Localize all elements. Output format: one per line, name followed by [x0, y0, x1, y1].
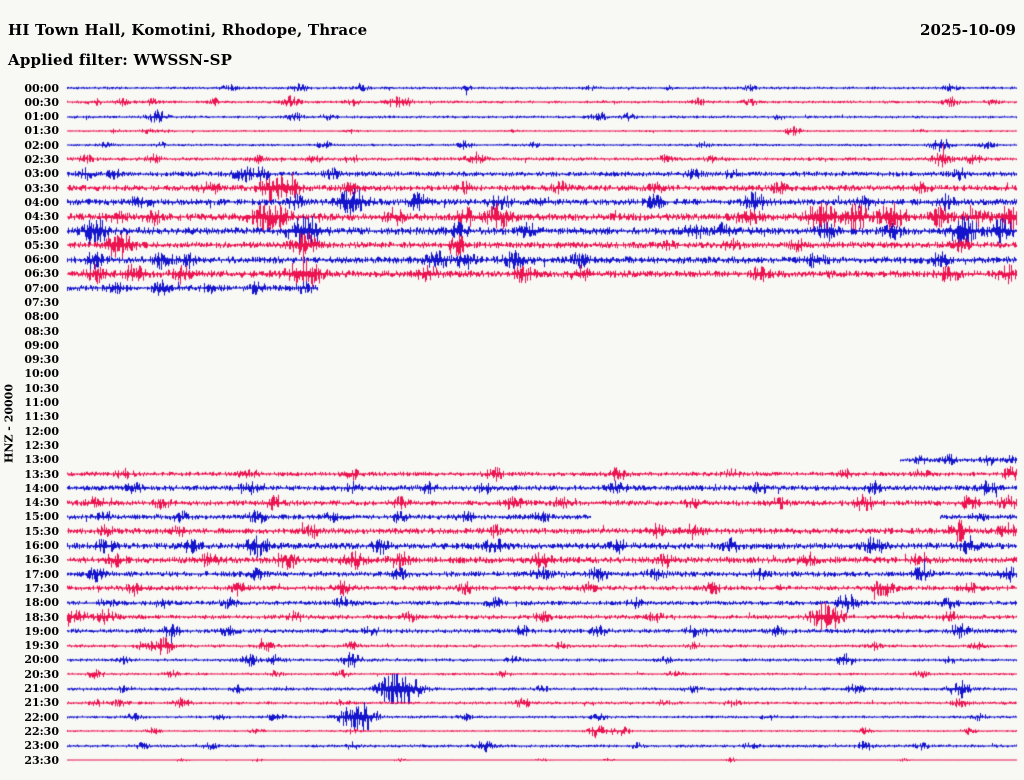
plot-date: 2025-10-09: [920, 21, 1016, 39]
trace-time-label: 02:00: [24, 138, 59, 152]
trace-time-label: 17:30: [24, 581, 59, 595]
trace-time-label: 10:30: [24, 381, 59, 395]
trace-time-label: 14:30: [24, 496, 59, 510]
trace-time-label: 05:00: [24, 224, 59, 238]
trace-time-label: 10:00: [24, 367, 59, 381]
trace-time-label: 19:30: [24, 639, 59, 653]
trace-time-label: 05:30: [24, 238, 59, 252]
trace-time-label: 13:30: [24, 467, 59, 481]
trace-time-label: 01:00: [24, 110, 59, 124]
trace-time-label: 00:00: [24, 81, 59, 95]
trace-time-label: 16:30: [24, 553, 59, 567]
trace-time-label: 12:00: [24, 424, 59, 438]
trace-time-label: 07:00: [24, 281, 59, 295]
trace-time-label: 06:00: [24, 253, 59, 267]
trace-time-label: 14:00: [24, 481, 59, 495]
trace-time-label: 08:00: [24, 310, 59, 324]
trace-time-label: 11:00: [24, 396, 59, 410]
trace-time-label: 00:30: [24, 95, 59, 109]
trace-time-label: 01:30: [24, 124, 59, 138]
trace-time-label: 04:30: [24, 210, 59, 224]
station-title: HI Town Hall, Komotini, Rhodope, Thrace: [8, 21, 368, 39]
trace-time-label: 21:30: [24, 696, 59, 710]
trace-time-label: 22:00: [24, 710, 59, 724]
trace-time-label: 23:30: [24, 753, 59, 767]
trace-time-label: 03:30: [24, 181, 59, 195]
trace-time-label: 13:00: [24, 453, 59, 467]
trace-time-label: 20:30: [24, 667, 59, 681]
trace-time-label: 15:30: [24, 524, 59, 538]
applied-filter: Applied filter: WWSSN-SP: [8, 51, 233, 69]
trace-time-label: 04:00: [24, 195, 59, 209]
trace-time-label: 11:30: [24, 410, 59, 424]
trace-time-label: 19:00: [24, 624, 59, 638]
trace-time-label: 12:30: [24, 438, 59, 452]
trace-time-label: 16:00: [24, 539, 59, 553]
trace-time-label: 15:00: [24, 510, 59, 524]
trace-time-label: 07:30: [24, 295, 59, 309]
trace-time-label: 09:30: [24, 353, 59, 367]
trace-time-label: 17:00: [24, 567, 59, 581]
trace-time-label: 21:00: [24, 682, 59, 695]
trace-time-label: 02:30: [24, 152, 59, 166]
trace-time-label: 09:00: [24, 338, 59, 352]
trace-time-label: 18:00: [24, 596, 59, 610]
trace-time-label: 20:00: [24, 653, 59, 667]
trace-time-label: 06:30: [24, 267, 59, 281]
trace-time-label: 22:30: [24, 724, 59, 738]
trace-time-label: 18:30: [24, 610, 59, 624]
trace-time-label: 23:00: [24, 739, 59, 753]
trace-time-label: 03:00: [24, 167, 59, 181]
trace-time-label: 08:30: [24, 324, 59, 338]
